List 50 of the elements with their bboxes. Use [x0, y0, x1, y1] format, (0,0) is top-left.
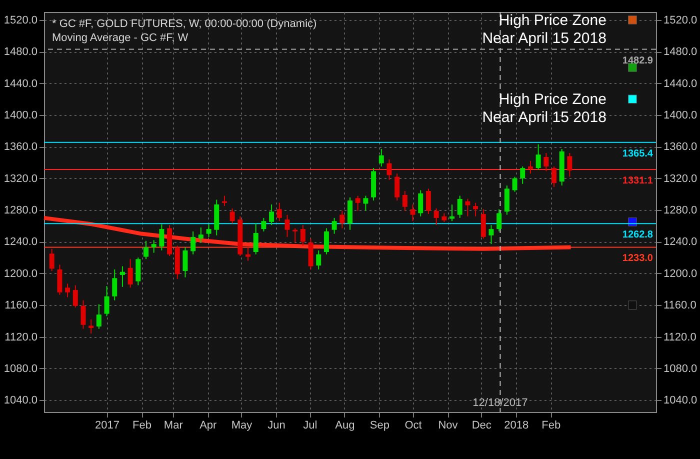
y2-tick-label: 1280.0: [664, 204, 698, 217]
ref-line-label: 1482.9: [622, 55, 654, 66]
x-tick-label: Apr: [200, 420, 218, 432]
y2-tick-label: 1040.0: [664, 394, 698, 407]
y-tick-label: 1080.0: [4, 362, 38, 375]
y-tick-label: 1120.0: [4, 331, 38, 344]
y-tick-label: 1280.0: [4, 204, 38, 217]
x-tick-label: 2017: [95, 420, 120, 432]
y2-tick-label: 1200.0: [664, 268, 698, 280]
x-tick-label: Feb: [542, 420, 561, 432]
y2-tick-label: 1400.0: [664, 109, 698, 122]
x-tick-label: Mar: [164, 420, 184, 432]
y2-tick-label: 1360.0: [664, 141, 698, 154]
x-tick-label: Feb: [132, 420, 152, 432]
x-tick-label: Jun: [268, 420, 286, 432]
y2-tick-label: 1480.0: [664, 46, 698, 58]
x-tick-label: Aug: [335, 420, 355, 432]
x-tick-label: 2018: [504, 420, 529, 432]
y-tick-label: 1320.0: [4, 172, 38, 185]
x-tick-label: Sep: [370, 420, 390, 432]
y-tick-label: 1200.0: [4, 268, 38, 280]
ref-line-label: 12/18/2017: [472, 397, 528, 409]
y-tick-label: 1440.0: [4, 78, 38, 90]
ref-line-label: 1365.4: [622, 148, 654, 160]
y2-tick-label: 1120.0: [664, 331, 696, 344]
y2-tick-label: 1520.0: [664, 14, 698, 26]
y-tick-label: 1480.0: [4, 46, 38, 58]
y-tick-label: 1240.0: [4, 236, 38, 248]
x-tick-label: Nov: [438, 420, 458, 432]
x-tick-label: Jul: [303, 420, 318, 432]
x-tick-label: Oct: [404, 420, 422, 432]
y2-tick-label: 1440.0: [664, 78, 698, 90]
y2-tick-label: 1160.0: [664, 300, 696, 312]
ref-line-label: 1331.1: [622, 176, 654, 187]
y2-tick-label: 1080.0: [664, 362, 698, 375]
y-tick-label: 1160.0: [4, 300, 38, 312]
ref-line-label: 1233.0: [622, 253, 654, 264]
x-tick-label: Dec: [472, 420, 492, 432]
y-tick-label: 1360.0: [4, 141, 38, 154]
annotation: High Price Zone Near April 15 2018: [482, 91, 606, 126]
x-tick-label: May: [231, 420, 253, 432]
y-tick-label: 1040.0: [4, 394, 38, 407]
y2-tick-label: 1240.0: [664, 236, 698, 248]
annotation: * GC #F, GOLD FUTURES, W, 00:00-00:00 (Dynamic): [52, 18, 317, 30]
y-tick-label: 1400.0: [4, 109, 38, 122]
annotation: High Price Zone Near April 15 2018: [482, 12, 606, 47]
y-tick-label: 1520.0: [4, 14, 38, 26]
ref-line-label: 1262.8: [622, 230, 654, 241]
y2-tick-label: 1320.0: [664, 172, 698, 185]
annotation: Moving Average - GC #F, W: [52, 32, 189, 44]
